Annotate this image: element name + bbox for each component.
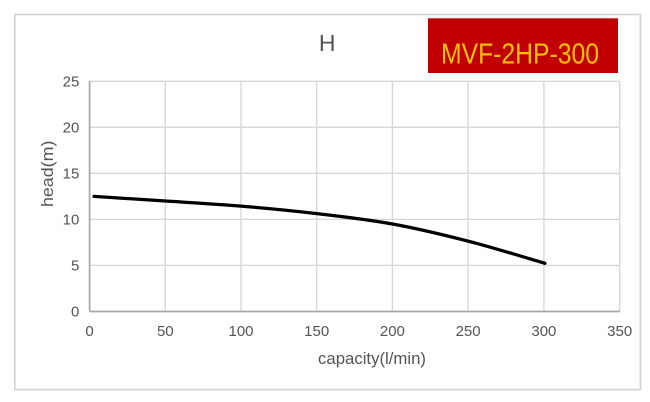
svg-text:150: 150 <box>304 323 329 340</box>
svg-text:0: 0 <box>71 304 79 321</box>
svg-text:25: 25 <box>63 73 80 90</box>
svg-text:100: 100 <box>228 323 253 340</box>
svg-text:350: 350 <box>607 323 632 340</box>
svg-text:H: H <box>319 30 336 56</box>
svg-text:50: 50 <box>157 323 174 340</box>
svg-text:200: 200 <box>380 323 405 340</box>
svg-text:0: 0 <box>85 323 93 340</box>
svg-text:300: 300 <box>531 323 556 340</box>
svg-text:MVF-2HP-300: MVF-2HP-300 <box>441 39 599 71</box>
svg-text:20: 20 <box>63 119 80 136</box>
svg-text:250: 250 <box>456 323 481 340</box>
svg-text:10: 10 <box>63 212 80 229</box>
svg-text:15: 15 <box>63 166 80 183</box>
svg-text:capacity(l/min): capacity(l/min) <box>318 349 426 368</box>
svg-text:head(m): head(m) <box>38 141 57 208</box>
svg-text:5: 5 <box>71 258 79 275</box>
